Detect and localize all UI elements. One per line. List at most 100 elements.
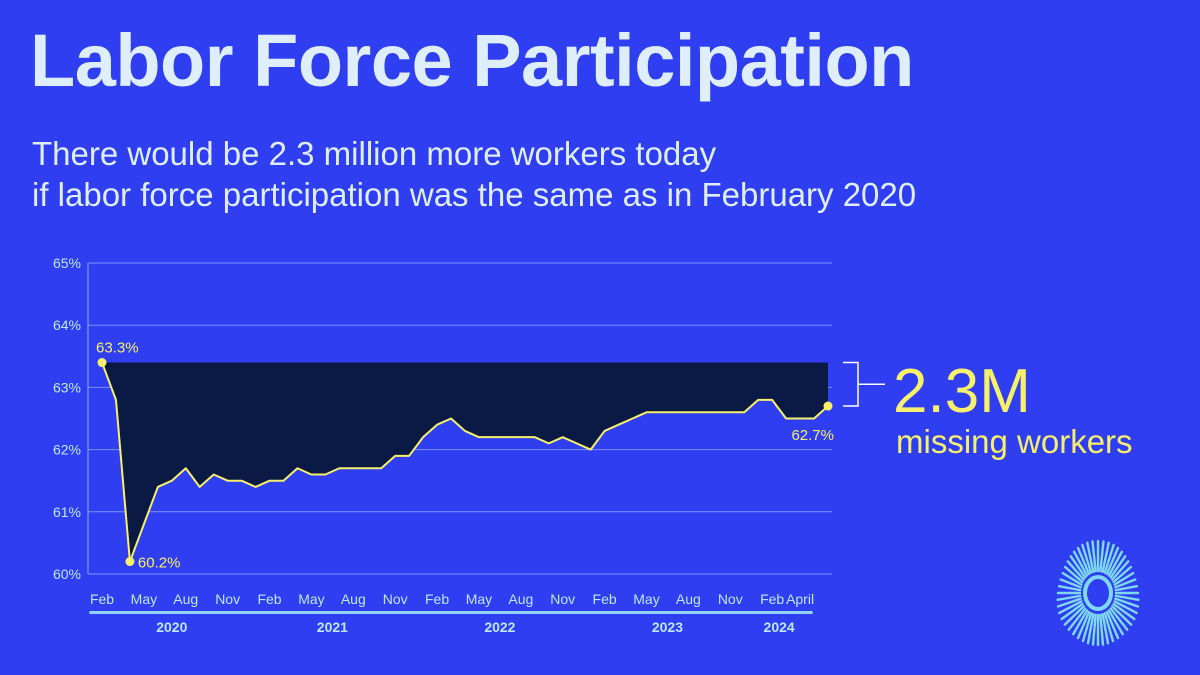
logo-ray [1059,578,1082,589]
subtitle-line-2: if labor force participation was the sam… [32,176,917,213]
x-tick-label: Feb [90,591,114,607]
logo-ray [1056,594,1082,601]
x-tick-label: May [298,591,324,607]
subtitle-line-1: There would be 2.3 million more workers … [32,135,717,172]
y-tick-label: 63% [53,379,81,395]
logo-ray [1063,605,1085,626]
series-line [101,362,829,563]
logo-ray [1103,612,1115,643]
year-label: 2024 [764,619,795,635]
x-tick-label: Aug [676,591,701,607]
x-tick-label: Aug [173,591,198,607]
y-tick-label: 61% [53,504,81,520]
logo-ray [1086,541,1095,573]
logo-ray [1081,612,1093,643]
data-label: 63.3% [96,340,139,357]
logo-ray [1103,543,1115,574]
logo-ray [1111,560,1130,581]
data-point-marker [97,358,107,368]
logo-ray [1061,571,1083,586]
x-tick-label: May [633,591,659,607]
x-tick-label: Nov [215,591,240,607]
logo-ray [1057,585,1082,592]
logo-ray [1056,597,1082,608]
x-tick-label: Feb [593,591,617,607]
year-bar [745,611,813,614]
logo-ray [1099,540,1105,573]
data-point-marker [125,557,135,567]
logo-ray [1063,565,1084,584]
y-tick-label: 64% [53,317,81,333]
logo-ray [1076,610,1091,640]
data-label: 60.2% [138,555,181,572]
x-tick-label: Nov [383,591,408,607]
logo-ray [1113,571,1135,586]
logo-ray [1066,560,1085,581]
logo-ray [1105,546,1120,576]
year-bar [89,611,255,614]
year-bar [410,611,590,614]
logo-ray [1113,600,1138,615]
year-label: 2020 [156,619,187,635]
logo-ray [1114,597,1140,608]
logo-ray [1112,602,1136,621]
logo-ray [1107,609,1125,636]
logo-ray [1099,613,1105,646]
x-tick-label: May [466,591,492,607]
logo-ray [1105,610,1120,640]
logo-ray [1081,543,1093,574]
y-tick-label: 65% [53,255,81,271]
x-axis: Feb May Aug Nov Feb May Aug Nov Feb May Aug Nov Feb M… [89,591,814,635]
logo-ray [1114,594,1140,601]
logo-ray [1069,555,1087,579]
callout-bracket [843,361,885,407]
logo-ray [1058,600,1083,615]
x-tick-label: May [131,591,157,607]
x-tick-label: Nov [550,591,575,607]
logo-ray [1072,550,1089,577]
logo-ray [1114,578,1137,589]
logo-ray [1060,602,1084,621]
logo-ray [1101,541,1110,573]
logo-ray [1091,613,1097,646]
x-tick-label: Nov [718,591,743,607]
logo-ray [1109,607,1129,631]
logo-ray [1111,605,1133,626]
year-label: 2021 [317,619,348,635]
sunburst-logo-icon [1056,539,1140,647]
x-tick-label: Aug [508,591,533,607]
gap-area-fill [102,362,828,562]
data-point-marker [823,401,833,411]
logo-ray [1112,565,1133,584]
logo-ray [1114,585,1139,592]
year-label: 2022 [484,619,515,635]
logo-ray [1076,546,1091,576]
callout-label: missing workers [896,423,1133,460]
x-tick-label: April [786,591,814,607]
chart-labels: 63.3% 60.2% 62.7% [96,340,834,572]
callout: 2.3M missing workers [843,357,1133,460]
logo-ray [1091,540,1097,573]
logo-ray [1086,613,1095,645]
gap-area [102,362,828,562]
page-subtitle: There would be 2.3 million more workers … [32,133,916,215]
y-tick-label: 60% [53,566,81,582]
logo-ray [1067,607,1087,631]
logo-ray [1109,555,1127,579]
logo-ray [1107,550,1124,577]
x-tick-label: Feb [760,591,784,607]
series-line-group [101,362,829,563]
callout-value: 2.3M [893,357,1031,426]
year-bar [243,611,422,614]
data-label: 62.7% [791,427,834,444]
y-tick-label: 62% [53,442,81,458]
page-title: Labor Force Participation [30,19,914,102]
logo-ray [1101,613,1110,645]
year-label: 2023 [652,619,683,635]
x-tick-label: Feb [257,591,281,607]
year-bar [578,611,757,614]
logo-ray [1071,609,1089,636]
x-tick-label: Aug [341,591,366,607]
x-tick-label: Feb [425,591,449,607]
